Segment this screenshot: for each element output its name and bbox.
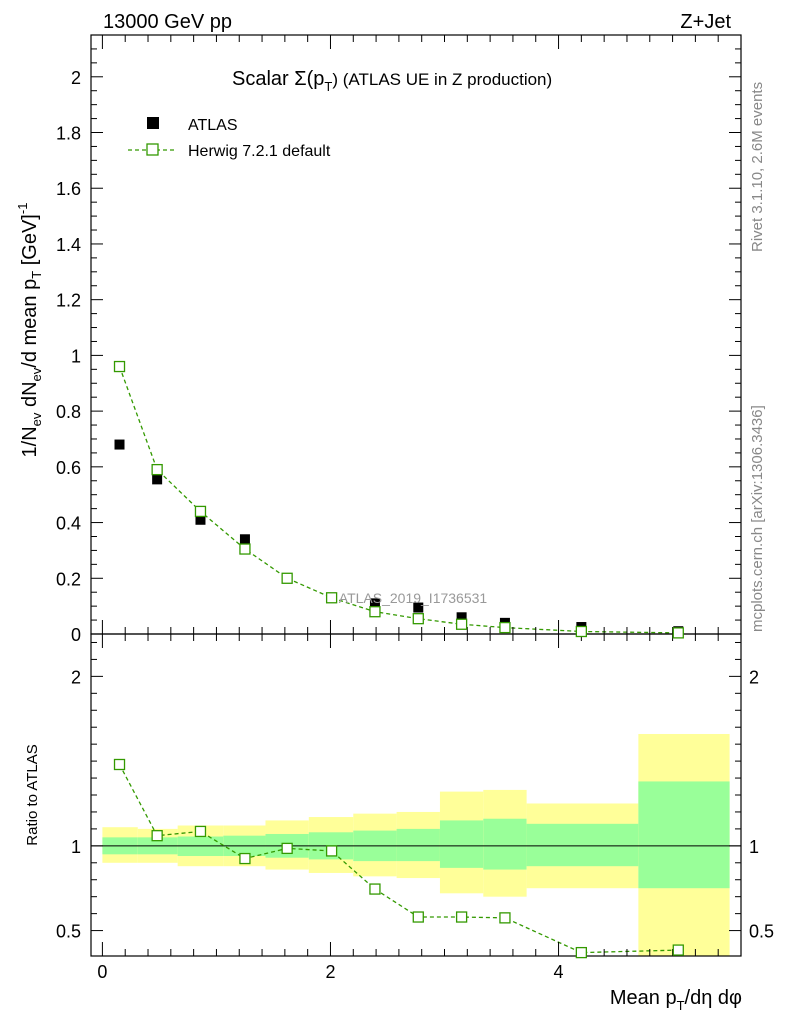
ratio-ytick-label: 1 — [71, 837, 81, 857]
watermark: ATLAS_2019_I1736531 — [339, 590, 488, 606]
ratio-herwig-point — [151, 830, 163, 842]
main-series-lines — [118, 366, 679, 634]
main-ytick-label: 0 — [71, 625, 81, 645]
atlas-point — [195, 514, 206, 525]
ratio-ytick-label-right: 0.5 — [749, 922, 774, 942]
header-right: Z+Jet — [680, 11, 731, 33]
main-ytick-label: 0.8 — [56, 402, 81, 422]
herwig-point — [369, 606, 381, 618]
main-ytick-label: 1.6 — [56, 179, 81, 199]
main-ylabel: 1/Nev dNev/d mean pT [GeV]-1 — [15, 203, 44, 458]
ratio-ylabel: Ratio to ATLAS — [24, 744, 41, 845]
ratio-herwig-point — [672, 944, 684, 956]
herwig-point — [672, 627, 684, 639]
chart-title: Scalar Σ(pT) (ATLAS UE in Z production) — [232, 68, 552, 94]
header-left: 13000 GeV pp — [103, 11, 232, 33]
xlabel: Mean pT/dη dφ — [610, 987, 742, 1013]
rivet-label: Rivet 3.1.10, 2.6M events — [749, 82, 766, 252]
herwig-point — [499, 621, 511, 634]
atlas-point — [239, 534, 250, 545]
main-ytick-label: 0.6 — [56, 458, 81, 478]
main-ytick-label: 1.8 — [56, 124, 81, 144]
ratio-herwig-point — [281, 842, 293, 855]
legend-marker-herwig — [146, 143, 159, 156]
ratio-ytick-label: 0.5 — [56, 922, 81, 942]
legend-marker-atlas — [147, 117, 159, 129]
data-marks — [113, 360, 684, 959]
ratio-herwig-point — [369, 883, 381, 895]
mcplots-label: mcplots.cern.ch [arXiv:1306.3436] — [749, 405, 766, 632]
ratio-green-band-8 — [439, 820, 484, 868]
herwig-point — [194, 505, 207, 518]
ratio-herwig-point — [194, 825, 207, 838]
herwig-point — [575, 625, 588, 638]
xtick-label: 2 — [325, 962, 335, 982]
herwig-point — [151, 463, 163, 476]
ratio-green-band-7 — [396, 828, 440, 862]
main-ytick-label: 2 — [71, 68, 81, 88]
ratio-herwig-point — [575, 946, 588, 959]
xtick-label: 0 — [97, 962, 107, 982]
atlas-point — [114, 439, 125, 450]
main-ytick-label: 1 — [71, 346, 81, 366]
atlas-point — [369, 598, 380, 609]
legend-label-atlas: ATLAS — [188, 117, 238, 134]
herwig-point — [412, 613, 424, 625]
ratio-green-band-10 — [526, 823, 639, 867]
ratio-herwig-point — [239, 852, 251, 865]
ratio-green-band-9 — [483, 818, 527, 870]
ratio-herwig-point — [455, 911, 468, 923]
ratio-herwig-point — [412, 911, 424, 923]
main-ytick-label: 0.2 — [56, 569, 81, 589]
herwig-point — [113, 360, 126, 373]
atlas-point — [456, 612, 467, 623]
atlas-point — [152, 474, 163, 485]
ratio-herwig-point — [325, 845, 338, 857]
ratio-green-band-11 — [638, 781, 730, 889]
legend-label-herwig: Herwig 7.2.1 default — [188, 143, 331, 160]
main-ytick-label: 1.4 — [56, 235, 81, 255]
ratio-ytick-label-right: 2 — [749, 667, 759, 687]
herwig-point — [239, 543, 251, 555]
ratio-ytick-label: 2 — [71, 667, 81, 687]
main-ytick-label: 1.2 — [56, 291, 81, 311]
herwig-point — [325, 592, 338, 604]
herwig-point — [455, 618, 468, 630]
ratio-bands — [91, 733, 741, 956]
ratio-ytick-label-right: 1 — [749, 837, 759, 857]
ratio-herwig-point — [499, 912, 511, 924]
xtick-label: 4 — [554, 962, 564, 982]
herwig-point — [281, 572, 293, 584]
atlas-point — [413, 602, 424, 613]
ratio-herwig-point — [113, 758, 126, 771]
main-ytick-label: 0.4 — [56, 514, 81, 534]
axes: 0 0.2 0.4 0.6 0.8 1 1.2 1.4 1.6 1.8 2 0.5 0.5 1 1 2 2 0 2 4 — [56, 34, 774, 982]
main-herwig-line — [118, 366, 679, 634]
